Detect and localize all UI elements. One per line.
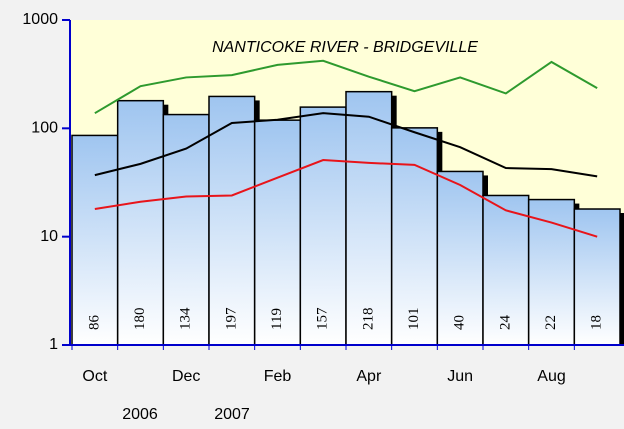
value-label: 40: [452, 315, 468, 330]
line: [94, 59, 598, 115]
bar: [527, 198, 576, 346]
value-label: 180: [132, 308, 148, 331]
value-label: 24: [497, 314, 513, 330]
bar: [345, 90, 393, 346]
bar: [208, 95, 256, 346]
value-label: 18: [589, 315, 605, 330]
bar: [253, 119, 302, 346]
value-label: 157: [315, 307, 331, 330]
line: [94, 159, 598, 238]
value-label: 134: [178, 307, 194, 330]
y-tick-label: 1: [49, 336, 58, 353]
y-tick-label: 10: [40, 228, 58, 245]
value-label: 197: [223, 307, 239, 330]
line: [94, 112, 598, 178]
value-label: 101: [406, 308, 422, 331]
bar: [482, 194, 530, 346]
value-label: 119: [269, 308, 285, 330]
x-tick-label: Oct: [82, 368, 107, 385]
year-label: 2006: [122, 406, 158, 423]
chart-title: NANTICOKE RIVER - BRIDGEVILLE: [212, 39, 478, 56]
x-tick-label: Dec: [172, 368, 200, 385]
year-label: 2007: [214, 406, 250, 423]
value-label: 22: [543, 315, 559, 330]
bar: [299, 106, 347, 346]
x-tick-label: Apr: [356, 368, 382, 385]
value-label: 218: [360, 308, 376, 331]
value-label: 86: [86, 315, 102, 331]
x-tick-label: Aug: [537, 368, 565, 385]
x-tick-label: Jun: [447, 368, 473, 385]
y-tick-label: 1000: [22, 11, 58, 28]
x-tick-label: Feb: [264, 368, 292, 385]
bar: [71, 134, 119, 346]
y-tick-label: 100: [31, 120, 58, 137]
